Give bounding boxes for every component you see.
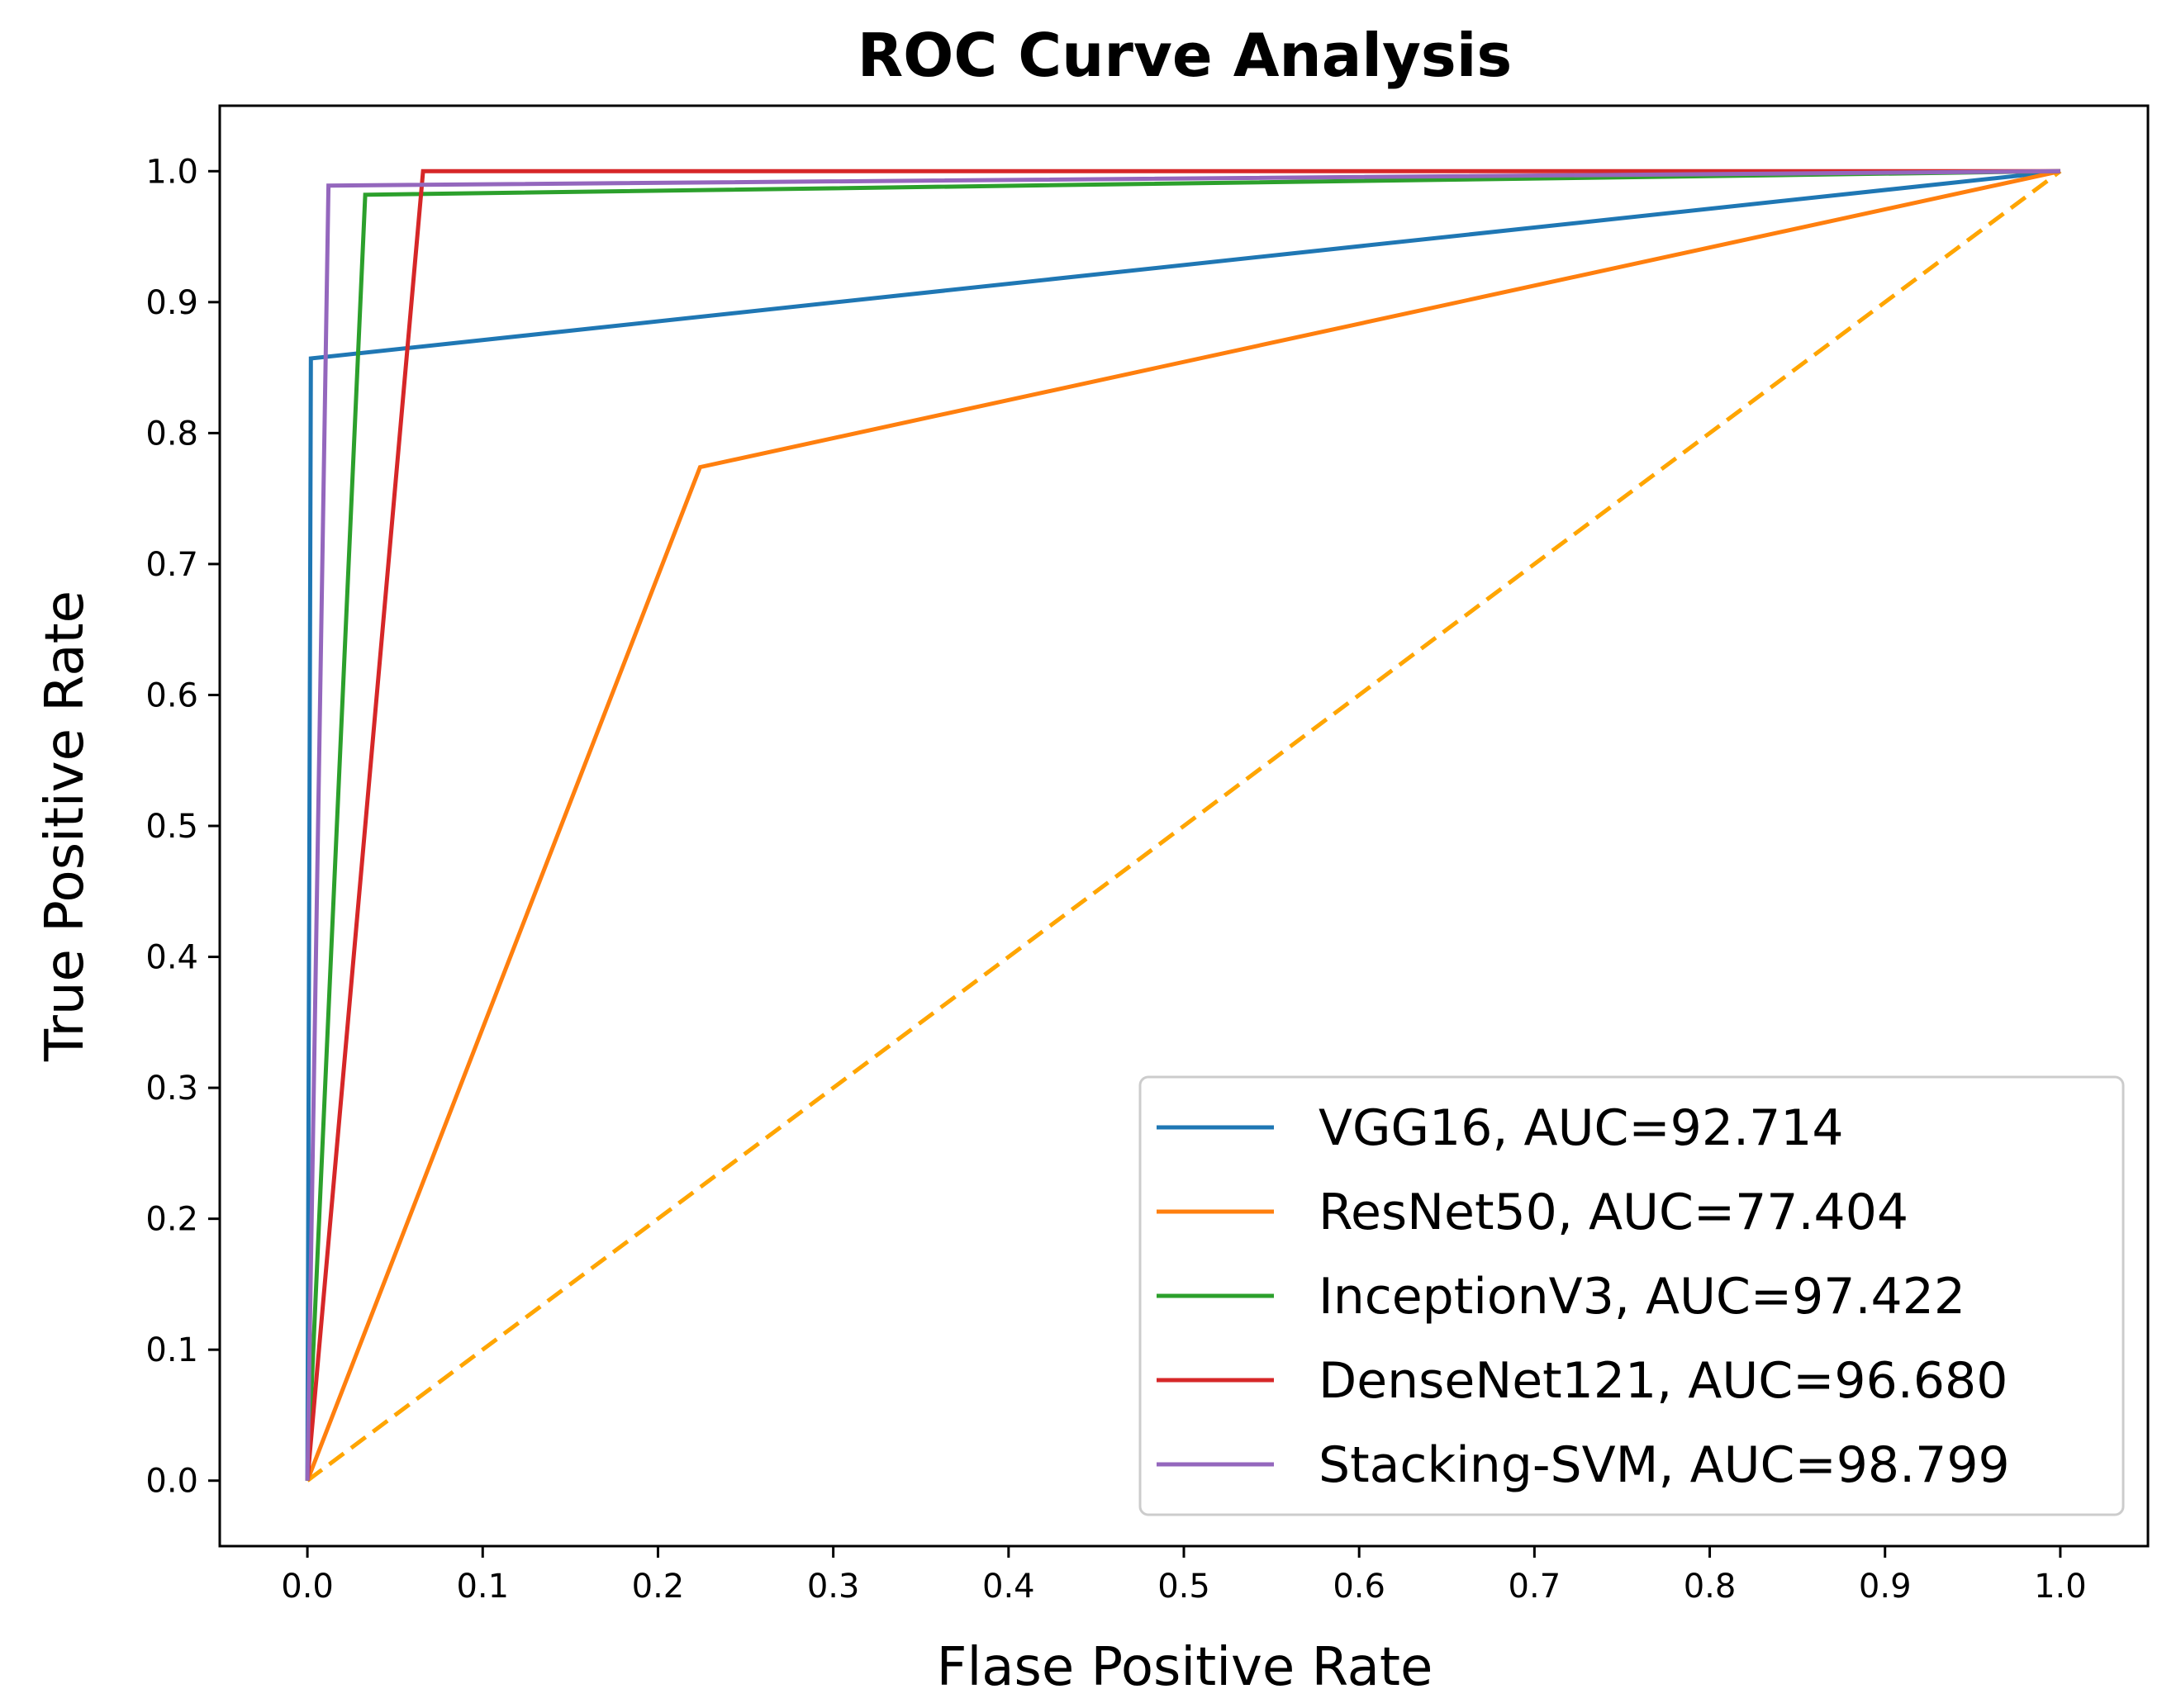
legend-label-vgg16: VGG16, AUC=92.714 <box>1319 1099 1844 1157</box>
x-tick-label: 0.9 <box>1859 1568 1912 1606</box>
series-line-densenet121 <box>305 168 2060 1481</box>
y-tick-label: 0.5 <box>145 808 198 846</box>
legend-label-stacking-svm: Stacking-SVM, AUC=98.799 <box>1319 1436 2010 1494</box>
x-tick-label: 0.0 <box>281 1568 334 1606</box>
x-tick-label: 1.0 <box>2034 1568 2087 1606</box>
legend-label-resnet50: ResNet50, AUC=77.404 <box>1319 1184 1908 1241</box>
x-axis: 0.0 0.1 0.2 0.3 0.4 0.5 0.6 0.7 0.8 0.9 1.0 <box>281 1546 2087 1606</box>
reference-diagonal-line <box>306 169 2062 1483</box>
y-axis: 0.0 0.1 0.2 0.3 0.4 0.5 0.6 0.7 0.8 0.9 1.0 <box>145 153 220 1501</box>
legend-label-densenet121: DenseNet121, AUC=96.680 <box>1319 1352 2008 1410</box>
series-line-vgg16 <box>305 168 2061 1481</box>
x-tick-label: 0.4 <box>982 1568 1035 1606</box>
plot-area <box>218 104 2150 1548</box>
series-line-resnet50 <box>305 168 2061 1482</box>
y-tick-label: 0.8 <box>145 415 198 453</box>
y-axis-label: True Positive Rate <box>35 591 96 1062</box>
x-tick-label: 0.1 <box>456 1568 509 1606</box>
y-tick-label: 0.4 <box>145 939 198 977</box>
y-tick-label: 0.1 <box>145 1331 198 1369</box>
y-tick-label: 0.6 <box>145 676 198 714</box>
x-tick-label: 0.2 <box>632 1568 685 1606</box>
x-tick-label: 0.8 <box>1684 1568 1737 1606</box>
x-tick-label: 0.3 <box>807 1568 860 1606</box>
y-tick-label: 1.0 <box>145 153 198 191</box>
y-tick-label: 0.9 <box>145 284 198 322</box>
legend-label-inceptionv3: InceptionV3, AUC=97.422 <box>1319 1268 1965 1326</box>
x-tick-label: 0.6 <box>1333 1568 1385 1606</box>
series-line-inceptionv3 <box>305 168 2060 1481</box>
x-tick-label: 0.5 <box>1157 1568 1210 1606</box>
y-tick-label: 0.7 <box>145 546 198 584</box>
chart-title: ROC Curve Analysis <box>858 21 1513 90</box>
legend-frame <box>1138 1075 2125 1516</box>
y-tick-label: 0.3 <box>145 1070 198 1108</box>
series-line-stacking-svm <box>305 168 2060 1481</box>
x-tick-label: 0.7 <box>1509 1568 1561 1606</box>
legend: VGG16, AUC=92.714 ResNet50, AUC=77.404 Inc… <box>1138 1075 2125 1516</box>
y-tick-label: 0.0 <box>145 1463 198 1501</box>
y-tick-label: 0.2 <box>145 1201 198 1239</box>
x-axis-label: Flase Positive Rate <box>937 1637 1433 1698</box>
